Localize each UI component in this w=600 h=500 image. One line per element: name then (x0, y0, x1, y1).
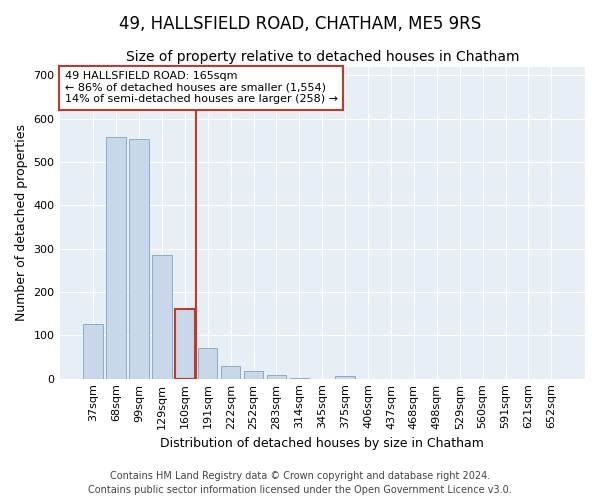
Bar (175, 309, 194, 378)
Text: Contains HM Land Registry data © Crown copyright and database right 2024.
Contai: Contains HM Land Registry data © Crown c… (88, 471, 512, 495)
Text: 49, HALLSFIELD ROAD, CHATHAM, ME5 9RS: 49, HALLSFIELD ROAD, CHATHAM, ME5 9RS (119, 15, 481, 33)
Bar (129, 139, 149, 378)
Y-axis label: Number of detached properties: Number of detached properties (15, 124, 28, 321)
X-axis label: Distribution of detached houses by size in Chatham: Distribution of detached houses by size … (160, 437, 484, 450)
Bar (106, 137, 126, 378)
Bar (198, 348, 217, 378)
Text: 49 HALLSFIELD ROAD: 165sqm
← 86% of detached houses are smaller (1,554)
14% of s: 49 HALLSFIELD ROAD: 165sqm ← 86% of deta… (65, 71, 338, 104)
Bar (221, 366, 241, 378)
Bar (83, 324, 103, 378)
Title: Size of property relative to detached houses in Chatham: Size of property relative to detached ho… (125, 50, 519, 64)
Bar (267, 375, 286, 378)
Bar (244, 371, 263, 378)
Bar (335, 376, 355, 378)
Bar (152, 255, 172, 378)
